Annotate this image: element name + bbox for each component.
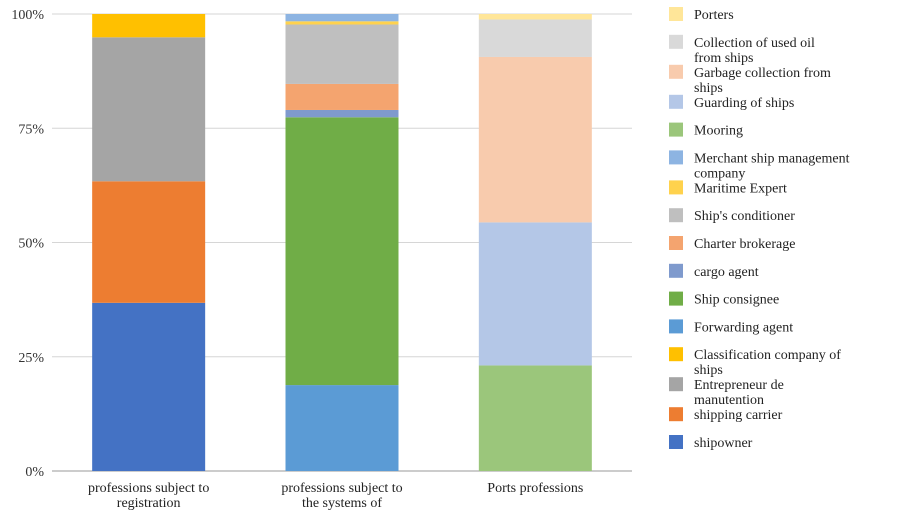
legend-swatch	[669, 319, 683, 334]
legend-swatch	[669, 291, 683, 306]
legend-swatch	[669, 180, 683, 195]
bar-segment	[478, 222, 592, 366]
legend-label: Garbage collection from ships	[694, 66, 831, 96]
legend-label: Charter brokerage	[694, 237, 795, 252]
legend-label: Porters	[694, 8, 734, 23]
legend-swatch	[669, 7, 683, 21]
legend-label: Ship's conditioner	[694, 209, 795, 224]
legend-swatch	[669, 263, 683, 278]
bar-segment	[478, 19, 592, 57]
y-tick-label: 50%	[18, 237, 44, 252]
bar-segment	[285, 385, 399, 471]
legend-label: shipping carrier	[694, 408, 783, 423]
legend-label: Entrepreneur de manutention	[694, 378, 784, 408]
bar-segment	[92, 37, 206, 182]
bar-segment	[285, 21, 399, 25]
legend-label: Ship consignee	[694, 293, 779, 308]
bar-segment	[92, 181, 206, 303]
bar-segment	[285, 109, 399, 118]
legend-swatch	[669, 407, 683, 422]
legend-label: Guarding of ships	[694, 96, 794, 111]
legend-swatch	[669, 236, 683, 250]
y-tick-label: 25%	[18, 351, 44, 366]
y-tick-label: 0%	[25, 465, 44, 480]
legend-swatch	[669, 64, 683, 79]
bar-segment	[285, 117, 399, 386]
bar-segment	[92, 14, 206, 38]
legend-label: Classification company of ships	[694, 348, 841, 378]
legend-swatch	[669, 377, 683, 392]
legend-label: Merchant ship management company	[694, 151, 850, 181]
y-tick-label: 75%	[18, 122, 44, 137]
bar-segment	[478, 14, 592, 20]
legend-swatch	[669, 347, 683, 362]
legend-swatch	[669, 122, 683, 137]
legend-label: shipowner	[694, 436, 753, 451]
legend-label: Mooring	[694, 124, 743, 139]
bar-segment	[92, 302, 206, 471]
legend-label: Maritime Expert	[694, 181, 787, 196]
legend-label: Collection of used oil from ships	[694, 36, 815, 66]
legend-label: cargo agent	[694, 265, 759, 280]
y-tick-label: 100%	[11, 8, 44, 23]
bar-segment	[285, 24, 399, 84]
bar-segment	[285, 83, 399, 110]
bars	[92, 14, 592, 471]
legend-swatch	[669, 34, 683, 49]
legend-swatch	[669, 94, 683, 109]
x-tick-label: professions subject to registration	[88, 481, 209, 511]
bar-segment	[478, 56, 592, 223]
legend-swatch	[669, 435, 683, 449]
bar-segment	[285, 14, 399, 22]
axes: 0% 25% 50% 75% 100% professions subject to reg…	[11, 8, 583, 512]
legend-label: Forwarding agent	[694, 320, 793, 335]
bar-segment	[478, 365, 592, 471]
legend-swatch	[669, 208, 683, 223]
x-tick-label: Ports professions	[487, 481, 583, 496]
legend-swatch	[669, 150, 683, 165]
